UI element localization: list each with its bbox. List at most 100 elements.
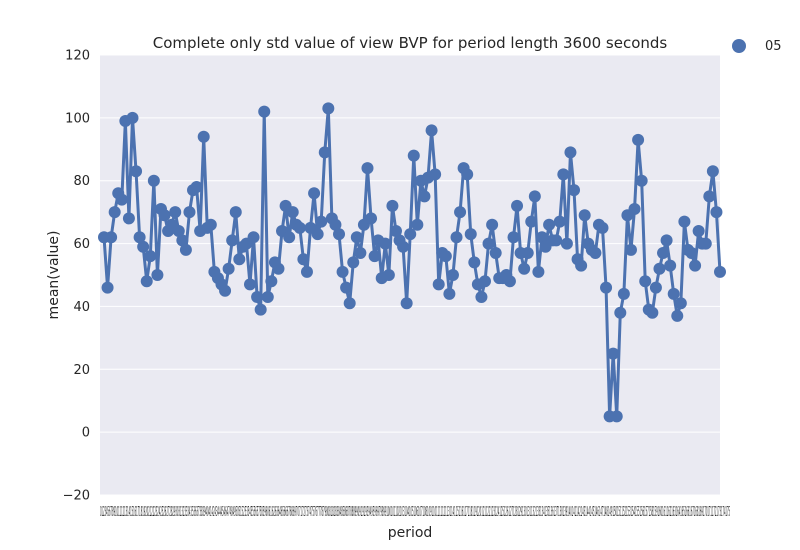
data-point (653, 262, 666, 275)
data-point (617, 287, 630, 300)
data-point (243, 278, 256, 291)
y-tick-label: −20 (63, 489, 90, 504)
data-point (635, 174, 648, 187)
data-point (254, 303, 267, 316)
data-point (478, 275, 491, 288)
data-point (443, 287, 456, 300)
data-point (664, 259, 677, 272)
data-point (350, 231, 363, 244)
data-point (315, 215, 328, 228)
data-point (564, 146, 577, 159)
data-point (475, 291, 488, 303)
data-point (404, 228, 417, 241)
data-point (439, 250, 452, 263)
data-point (183, 206, 196, 219)
data-point (261, 291, 274, 303)
chart-title: Complete only std value of view BVP for … (153, 34, 668, 52)
data-point (649, 281, 662, 294)
data-point (283, 231, 296, 244)
data-point (610, 410, 623, 423)
data-point (204, 218, 217, 231)
data-point (329, 218, 342, 231)
y-axis-label: mean(value) (46, 231, 62, 320)
data-point (689, 259, 702, 272)
data-point (258, 105, 271, 118)
data-point (671, 309, 684, 322)
data-point (286, 206, 299, 219)
data-point (318, 146, 331, 159)
data-point (699, 237, 712, 250)
data-point (482, 237, 495, 250)
data-point (521, 247, 534, 259)
data-point (489, 247, 502, 259)
data-point (105, 231, 118, 244)
y-tick-label: 60 (73, 237, 90, 252)
y-tick-label: 120 (65, 49, 90, 64)
data-point (293, 221, 306, 234)
data-point (130, 165, 143, 178)
data-point (685, 247, 698, 259)
data-point (703, 190, 716, 203)
data-point (247, 231, 260, 244)
data-point (446, 269, 459, 281)
data-point (411, 218, 424, 231)
legend: 05 (732, 39, 782, 54)
data-point (365, 212, 378, 225)
data-point (657, 247, 670, 259)
data-point (568, 184, 581, 197)
data-point (379, 237, 392, 250)
y-tick-label: 40 (73, 300, 90, 315)
data-point (461, 168, 474, 181)
data-point (468, 256, 481, 269)
data-point (535, 231, 548, 244)
data-point (550, 234, 563, 247)
x-tick-labels: 0123456789101112131415161718192021222324… (100, 505, 730, 520)
legend-entry: 05 (765, 39, 782, 54)
data-point (429, 168, 442, 181)
data-point (297, 253, 310, 266)
data-point (126, 111, 139, 124)
data-point (333, 228, 346, 241)
data-point (172, 225, 185, 237)
data-point (354, 247, 367, 259)
data-point (557, 168, 570, 181)
data-point (425, 124, 438, 137)
data-point (197, 130, 210, 143)
data-point (646, 306, 659, 319)
y-tick-label: 0 (82, 426, 90, 441)
data-point (147, 174, 160, 187)
data-point (464, 228, 477, 241)
data-point (511, 199, 524, 212)
x-axis-label: period (388, 525, 433, 541)
data-point (706, 165, 719, 178)
data-point (300, 265, 313, 278)
series-line (102, 106, 722, 418)
data-point (151, 269, 164, 281)
data-point (432, 278, 445, 291)
data-point (628, 203, 641, 215)
data-point (190, 181, 203, 193)
data-point (486, 218, 499, 231)
data-point (400, 297, 413, 310)
data-point (219, 284, 232, 297)
data-point (454, 206, 467, 219)
data-point (678, 215, 691, 228)
data-point (179, 243, 192, 256)
data-point (322, 102, 335, 115)
data-point (397, 240, 410, 253)
data-point (667, 287, 680, 300)
data-point (710, 206, 723, 219)
data-point (674, 297, 687, 310)
data-point (578, 209, 591, 222)
y-tick-label: 20 (73, 363, 90, 378)
data-point (507, 231, 520, 244)
data-point (336, 265, 349, 278)
data-point (614, 306, 627, 319)
data-point (553, 215, 566, 228)
data-point (343, 297, 356, 310)
data-point (589, 247, 602, 259)
data-point (450, 231, 463, 244)
data-point (115, 193, 128, 206)
y-tick-label: 100 (65, 111, 90, 126)
